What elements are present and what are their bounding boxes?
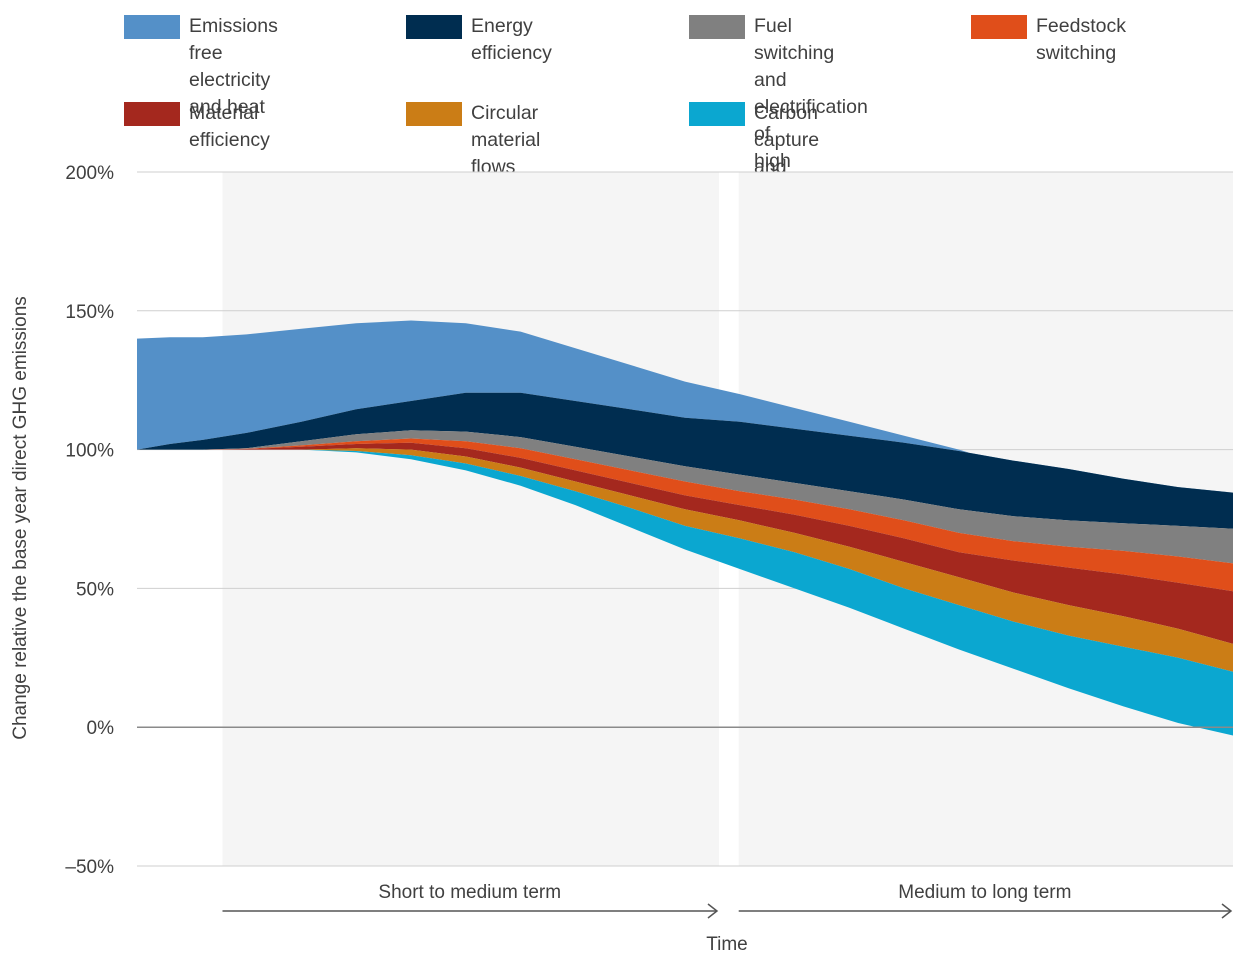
legend: Emissions free electricity and heat Ener… xyxy=(0,0,1233,313)
legend-swatch xyxy=(689,15,745,39)
period-annotations: Short to medium term Medium to long term xyxy=(222,882,1233,919)
y-axis-title: Change relative the base year direct GHG… xyxy=(10,296,31,740)
area-series xyxy=(137,320,1233,736)
legend-swatch xyxy=(971,15,1027,39)
legend-label: Emissions free electricity and heat xyxy=(189,15,278,118)
period-arrowhead xyxy=(707,903,719,919)
legend-swatch xyxy=(406,15,462,39)
period-label: Medium to long term xyxy=(898,882,1071,903)
period-arrowhead xyxy=(1221,903,1233,919)
y-tick-label: 0% xyxy=(87,718,115,739)
y-tick-label: 50% xyxy=(76,579,114,600)
legend-swatch xyxy=(124,102,180,126)
area-energy_eff xyxy=(137,392,1233,529)
legend-label: Feedstock switching xyxy=(1036,15,1126,64)
area-ef_elec xyxy=(137,320,1233,493)
legend-label: Material efficiency xyxy=(189,102,270,151)
legend-label: Fuel switching and electrification of hi… xyxy=(754,15,868,199)
y-tick-labels: 200% 150% 100% 50% 0% –50% xyxy=(65,163,114,878)
y-tick-label: 100% xyxy=(65,441,114,462)
legend-swatch xyxy=(124,15,180,39)
y-tick-label: 200% xyxy=(65,163,114,184)
x-axis-title: Time xyxy=(706,934,748,955)
y-tick-label: –50% xyxy=(65,857,114,878)
area-fuel_switch xyxy=(137,430,1233,564)
legend-swatch xyxy=(406,102,462,126)
y-tick-label: 150% xyxy=(65,302,114,323)
legend-label: Energy efficiency xyxy=(471,15,552,64)
period-label: Short to medium term xyxy=(378,882,561,903)
legend-swatch xyxy=(689,102,745,126)
